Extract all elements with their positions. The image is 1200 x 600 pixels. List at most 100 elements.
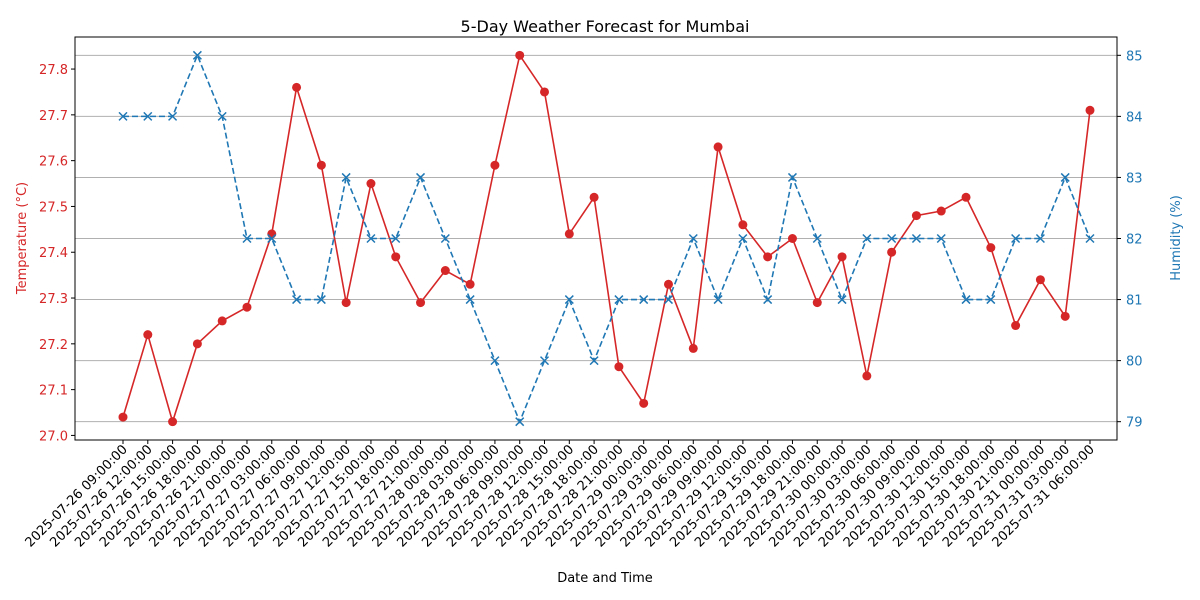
humidity-point (589, 356, 599, 366)
temperature-point (936, 206, 946, 216)
temperature-point (688, 343, 698, 353)
humidity-point (316, 295, 326, 305)
temperature-point (242, 302, 252, 312)
right-tick-label: 82 (1126, 233, 1143, 248)
humidity-point (539, 356, 550, 366)
humidity-point (465, 295, 475, 305)
right-axis-ticks: 79 80 81 82 83 84 85 (1117, 49, 1143, 431)
humidity-point (1035, 233, 1045, 244)
temperature-point (787, 234, 797, 243)
humidity-point (961, 295, 971, 305)
left-tick-label: 27.2 (39, 338, 68, 353)
temperature-point (416, 298, 426, 308)
humidity-point (515, 417, 525, 427)
right-tick-label: 80 (1126, 355, 1143, 370)
temperature-point (292, 82, 302, 92)
left-tick-label: 27.7 (39, 109, 68, 124)
humidity-point (1011, 233, 1021, 244)
temperature-point (986, 243, 996, 253)
humidity-point (391, 233, 401, 244)
humidity-point (416, 172, 426, 182)
temperature-point (391, 252, 401, 262)
left-tick-label: 27.0 (39, 429, 68, 444)
temperature-point (316, 160, 326, 170)
humidity-point (341, 172, 351, 182)
humidity-point (812, 233, 822, 244)
left-tick-label: 27.4 (39, 246, 68, 261)
humidity-point (688, 233, 698, 244)
temperature-point (589, 192, 599, 202)
humidity-point (911, 233, 921, 244)
humidity-point (787, 172, 797, 182)
temperature-point (713, 142, 723, 152)
humidity-point (366, 233, 376, 244)
humidity-point (217, 111, 227, 121)
temperature-point (540, 87, 550, 97)
temperature-point (440, 266, 450, 276)
humidity-point (143, 111, 153, 121)
humidity-point (490, 356, 500, 366)
temperature-point (1085, 105, 1095, 115)
right-tick-label: 79 (1126, 416, 1143, 431)
left-tick-label: 27.1 (39, 384, 68, 399)
humidity-point (887, 233, 897, 244)
temperature-point (1011, 321, 1021, 331)
humidity-point (1085, 233, 1095, 244)
left-tick-label: 27.5 (39, 200, 68, 215)
humidity-point (639, 295, 649, 305)
temperature-point (192, 339, 202, 349)
temperature-point (366, 179, 376, 189)
right-tick-label: 85 (1126, 49, 1143, 64)
temperature-point (168, 417, 178, 427)
temperature-point (961, 192, 971, 202)
left-axis-label: Temperature (°C) (15, 182, 30, 295)
left-tick-label: 27.8 (39, 63, 68, 78)
humidity-point (837, 295, 847, 305)
right-tick-label: 81 (1126, 294, 1143, 309)
right-tick-label: 83 (1126, 171, 1143, 186)
right-tick-label: 84 (1126, 110, 1143, 125)
temperature-point (614, 362, 624, 372)
humidity-line (123, 53, 1091, 424)
temperature-line (122, 53, 1091, 425)
humidity-point (440, 233, 450, 244)
temperature-point (639, 398, 649, 408)
temperature-point (564, 229, 574, 239)
humidity-point (614, 295, 624, 305)
grid-lines (75, 54, 1117, 423)
humidity-point (936, 233, 946, 244)
humidity-point (564, 295, 574, 305)
humidity-point (168, 111, 178, 121)
temperature-point (663, 279, 673, 289)
temperature-point (738, 220, 748, 230)
left-tick-label: 27.6 (39, 155, 68, 170)
right-axis-label: Humidity (%) (1169, 195, 1184, 281)
temperature-point (143, 330, 153, 340)
x-axis-label: Date and Time (557, 571, 653, 586)
humidity-point (118, 111, 128, 121)
temperature-point (812, 298, 822, 308)
humidity-point (292, 295, 302, 305)
temperature-point (862, 371, 872, 381)
humidity-point (267, 233, 277, 244)
temperature-point (837, 252, 847, 262)
temperature-point (217, 316, 227, 326)
humidity-point (738, 233, 748, 244)
temperature-point (1035, 275, 1045, 285)
humidity-point (192, 50, 202, 60)
temperature-point (465, 279, 475, 289)
temperature-point (490, 160, 500, 170)
chart-title: 5-Day Weather Forecast for Mumbai (461, 17, 750, 36)
humidity-point (663, 295, 674, 305)
temperature-point (515, 50, 525, 60)
humidity-point (763, 295, 773, 305)
humidity-point (986, 295, 996, 305)
temperature-point (1060, 311, 1070, 321)
temperature-point (887, 247, 897, 257)
temperature-point (911, 211, 921, 221)
left-tick-label: 27.3 (39, 292, 68, 307)
temperature-point (763, 252, 773, 262)
humidity-point (1060, 172, 1070, 182)
